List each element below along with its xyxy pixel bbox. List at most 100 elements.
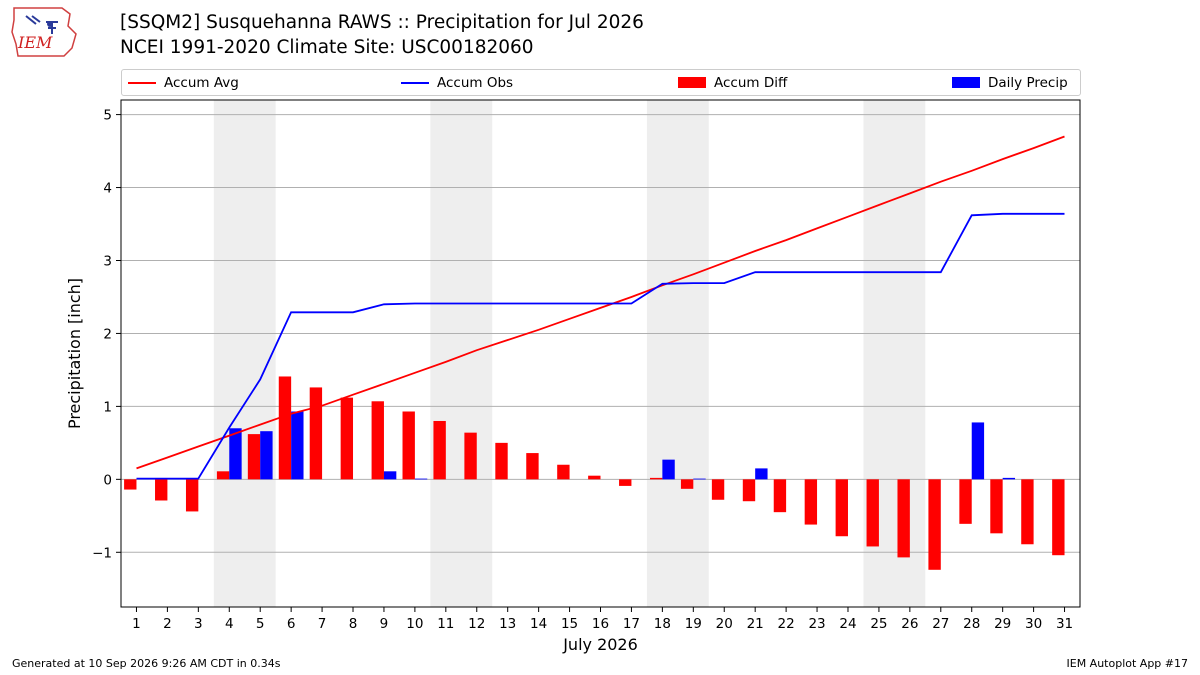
accum-diff-bar xyxy=(185,479,199,512)
y-axis-label: Precipitation [inch] xyxy=(65,278,84,429)
y-tick-label: 2 xyxy=(103,326,112,342)
weekend-shade xyxy=(646,100,709,607)
x-tick-label: 7 xyxy=(318,616,327,632)
y-tick-label: 3 xyxy=(103,253,112,269)
x-tick-label: 22 xyxy=(778,616,795,632)
x-tick-label: 4 xyxy=(225,616,234,632)
accum-diff-bar xyxy=(155,479,168,501)
x-tick-label: 8 xyxy=(349,616,358,632)
legend-label-accum-diff: Accum Diff xyxy=(714,74,788,91)
x-tick-label: 25 xyxy=(870,616,887,632)
daily-precip-bar xyxy=(755,468,768,480)
daily-precip-bar xyxy=(1002,477,1016,480)
accum-diff-bar xyxy=(866,479,879,547)
x-tick-label: 31 xyxy=(1056,616,1073,632)
x-tick-label: 18 xyxy=(654,616,671,632)
x-tick-label: 11 xyxy=(437,616,454,632)
legend-item-daily-precip: Daily Precip xyxy=(952,70,1068,95)
accum-diff-bar xyxy=(742,479,756,502)
accum-diff-bar xyxy=(557,464,570,480)
accum-diff-bar xyxy=(619,479,632,486)
daily-precip-bar xyxy=(971,422,985,480)
accum-diff-bar xyxy=(711,479,725,500)
x-tick-label: 9 xyxy=(380,616,389,632)
x-tick-label: 30 xyxy=(1025,616,1042,632)
weekend-shade xyxy=(213,100,276,607)
accum-diff-bar xyxy=(247,434,261,480)
x-tick-label: 19 xyxy=(685,616,702,632)
x-tick-label: 10 xyxy=(406,616,423,632)
accum-diff-bar xyxy=(371,401,384,480)
legend-swatch-daily-precip xyxy=(952,77,980,88)
x-axis-label: July 2026 xyxy=(562,635,638,654)
x-tick-label: 3 xyxy=(194,616,203,632)
chart-subtitle: NCEI 1991-2020 Climate Site: USC00182060 xyxy=(120,37,534,58)
accum-diff-bar xyxy=(278,376,292,480)
legend-swatch-accum-diff xyxy=(678,77,706,88)
accum-diff-bar xyxy=(804,479,818,525)
accum-diff-bar xyxy=(495,442,508,480)
weekend-shade xyxy=(430,100,493,607)
y-tick-label: 5 xyxy=(103,108,112,124)
x-tick-label: 23 xyxy=(808,616,825,632)
x-tick-label: 20 xyxy=(716,616,733,632)
legend-label-daily-precip: Daily Precip xyxy=(988,74,1068,91)
accum-diff-bar xyxy=(835,479,848,537)
legend-item-accum-obs: Accum Obs xyxy=(401,70,513,95)
accum-diff-bar xyxy=(588,475,601,480)
daily-precip-bar xyxy=(229,428,242,480)
y-tick-label: 1 xyxy=(103,399,112,415)
chart-title: [SSQM2] Susquehanna RAWS :: Precipitatio… xyxy=(120,12,644,33)
accum-diff-bar xyxy=(402,411,415,480)
accum-diff-bar xyxy=(959,479,972,524)
daily-precip-bar xyxy=(662,459,675,480)
legend-label-accum-avg: Accum Avg xyxy=(164,74,239,91)
x-tick-label: 26 xyxy=(901,616,918,632)
accum-diff-bar xyxy=(773,479,787,513)
x-tick-label: 12 xyxy=(468,616,485,632)
x-tick-label: 21 xyxy=(747,616,764,632)
accum-diff-bar xyxy=(1021,479,1034,545)
x-tick-label: 14 xyxy=(530,616,547,632)
iem-logo: IEM xyxy=(11,7,77,57)
accum-diff-bar xyxy=(433,420,446,480)
y-tick-label: −1 xyxy=(92,545,112,561)
legend-swatch-accum-avg xyxy=(128,81,156,84)
accum-diff-bar xyxy=(1052,479,1065,556)
x-tick-label: 17 xyxy=(623,616,640,632)
daily-precip-bar xyxy=(291,411,304,480)
accum-diff-bar xyxy=(649,477,663,480)
y-tick-label: 4 xyxy=(103,181,112,197)
x-tick-label: 15 xyxy=(561,616,578,632)
legend-swatch-accum-obs xyxy=(401,81,429,84)
x-tick-label: 5 xyxy=(256,616,265,632)
footer-app: IEM Autoplot App #17 xyxy=(1066,657,1189,670)
accum-obs-line xyxy=(136,212,1065,480)
legend-item-accum-diff: Accum Diff xyxy=(678,70,787,95)
x-tick-label: 1 xyxy=(132,616,141,632)
y-tick-label: 0 xyxy=(103,472,112,488)
x-tick-label: 2 xyxy=(163,616,172,632)
accum-diff-bar xyxy=(340,397,354,480)
logo-text: IEM xyxy=(17,33,53,52)
chart-legend: Accum Avg Accum Obs Accum Diff Daily Pre… xyxy=(121,69,1081,96)
accum-diff-bar xyxy=(216,471,230,480)
x-tick-label: 28 xyxy=(963,616,980,632)
legend-label-accum-obs: Accum Obs xyxy=(437,74,514,91)
daily-precip-bar xyxy=(414,478,428,480)
accum-diff-bar xyxy=(680,479,694,489)
accum-avg-line xyxy=(136,135,1065,470)
x-tick-label: 24 xyxy=(839,616,856,632)
daily-precip-bar xyxy=(260,431,273,480)
accum-diff-bar xyxy=(124,479,137,490)
accum-diff-bar xyxy=(897,479,910,558)
accum-diff-bar xyxy=(990,479,1003,534)
footer-generated: Generated at 10 Sep 2026 9:26 AM CDT in … xyxy=(12,657,281,670)
x-tick-label: 16 xyxy=(592,616,609,632)
x-tick-label: 29 xyxy=(994,616,1011,632)
accum-diff-bar xyxy=(464,432,477,480)
daily-precip-bar xyxy=(693,478,706,480)
x-tick-label: 6 xyxy=(287,616,296,632)
legend-item-accum-avg: Accum Avg xyxy=(128,70,239,95)
